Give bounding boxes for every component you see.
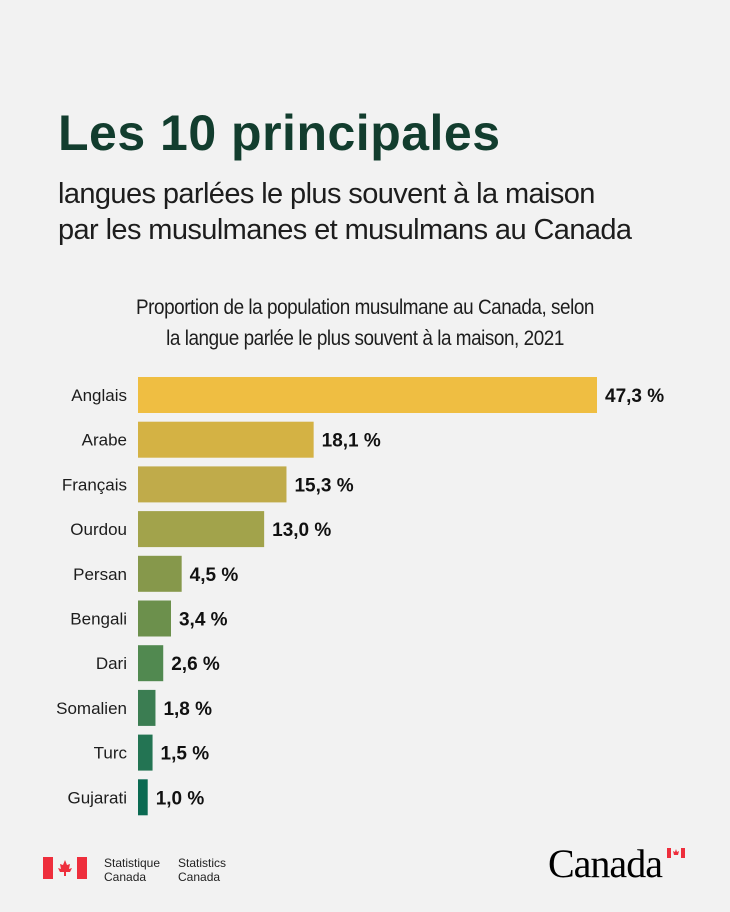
fip-text: Canada (178, 870, 221, 884)
chart-title: Proportion de la population musulmane au… (37, 292, 694, 354)
chart-title-line: Proportion de la population musulmane au… (136, 296, 594, 319)
chart-title-line: la langue parlée le plus souvent à la ma… (166, 327, 564, 350)
value-label: 2,6 % (171, 654, 220, 675)
value-label: 1,5 % (161, 744, 210, 765)
category-label: Français (62, 475, 127, 494)
bar-bengali (138, 600, 171, 637)
bar-anglais (138, 377, 597, 413)
canada-flag-icon (43, 857, 87, 879)
bar-gujarati (138, 779, 148, 816)
wordmark-flag-icon (667, 848, 685, 858)
value-label: 4,5 % (190, 565, 239, 586)
fip-text: Statistique (104, 856, 161, 870)
category-label: Persan (73, 565, 127, 584)
bar-français (138, 466, 287, 503)
category-label: Arabe (82, 431, 127, 450)
category-label: Ourdou (70, 520, 127, 539)
value-label: 18,1 % (322, 431, 381, 452)
value-label: 15,3 % (294, 475, 353, 496)
page-subtitle: langues parlées le plus souvent à la mai… (58, 176, 632, 248)
subtitle-line: langues parlées le plus souvent à la mai… (58, 178, 595, 210)
subtitle-line: par les musulmanes et musulmans au Canad… (58, 214, 632, 246)
category-label: Dari (96, 654, 127, 673)
category-label: Gujarati (67, 788, 127, 807)
value-label: 1,8 % (163, 699, 212, 720)
value-label: 13,0 % (272, 520, 331, 541)
page-title: Les 10 principales (58, 105, 501, 161)
category-label: Anglais (71, 386, 127, 405)
category-label: Turc (94, 744, 128, 763)
category-label: Somalien (56, 699, 127, 718)
bar-ourdou (138, 511, 265, 548)
bar-turc (138, 734, 153, 771)
bar-persan (138, 555, 182, 592)
fip-text: Statistics (178, 856, 227, 870)
value-label: 1,0 % (156, 788, 205, 809)
value-label: 3,4 % (179, 610, 228, 631)
bar-dari (138, 645, 164, 682)
fip-french: Statistique Canada (104, 856, 160, 884)
canada-wordmark: Canada (548, 841, 663, 886)
fip-text: Canada (104, 870, 147, 884)
category-label: Bengali (70, 610, 127, 629)
fip-english: Statistics Canada (178, 856, 226, 884)
bar-somalien (138, 689, 156, 726)
bar-arabe (138, 421, 314, 458)
value-label: 47,3 % (605, 386, 664, 407)
